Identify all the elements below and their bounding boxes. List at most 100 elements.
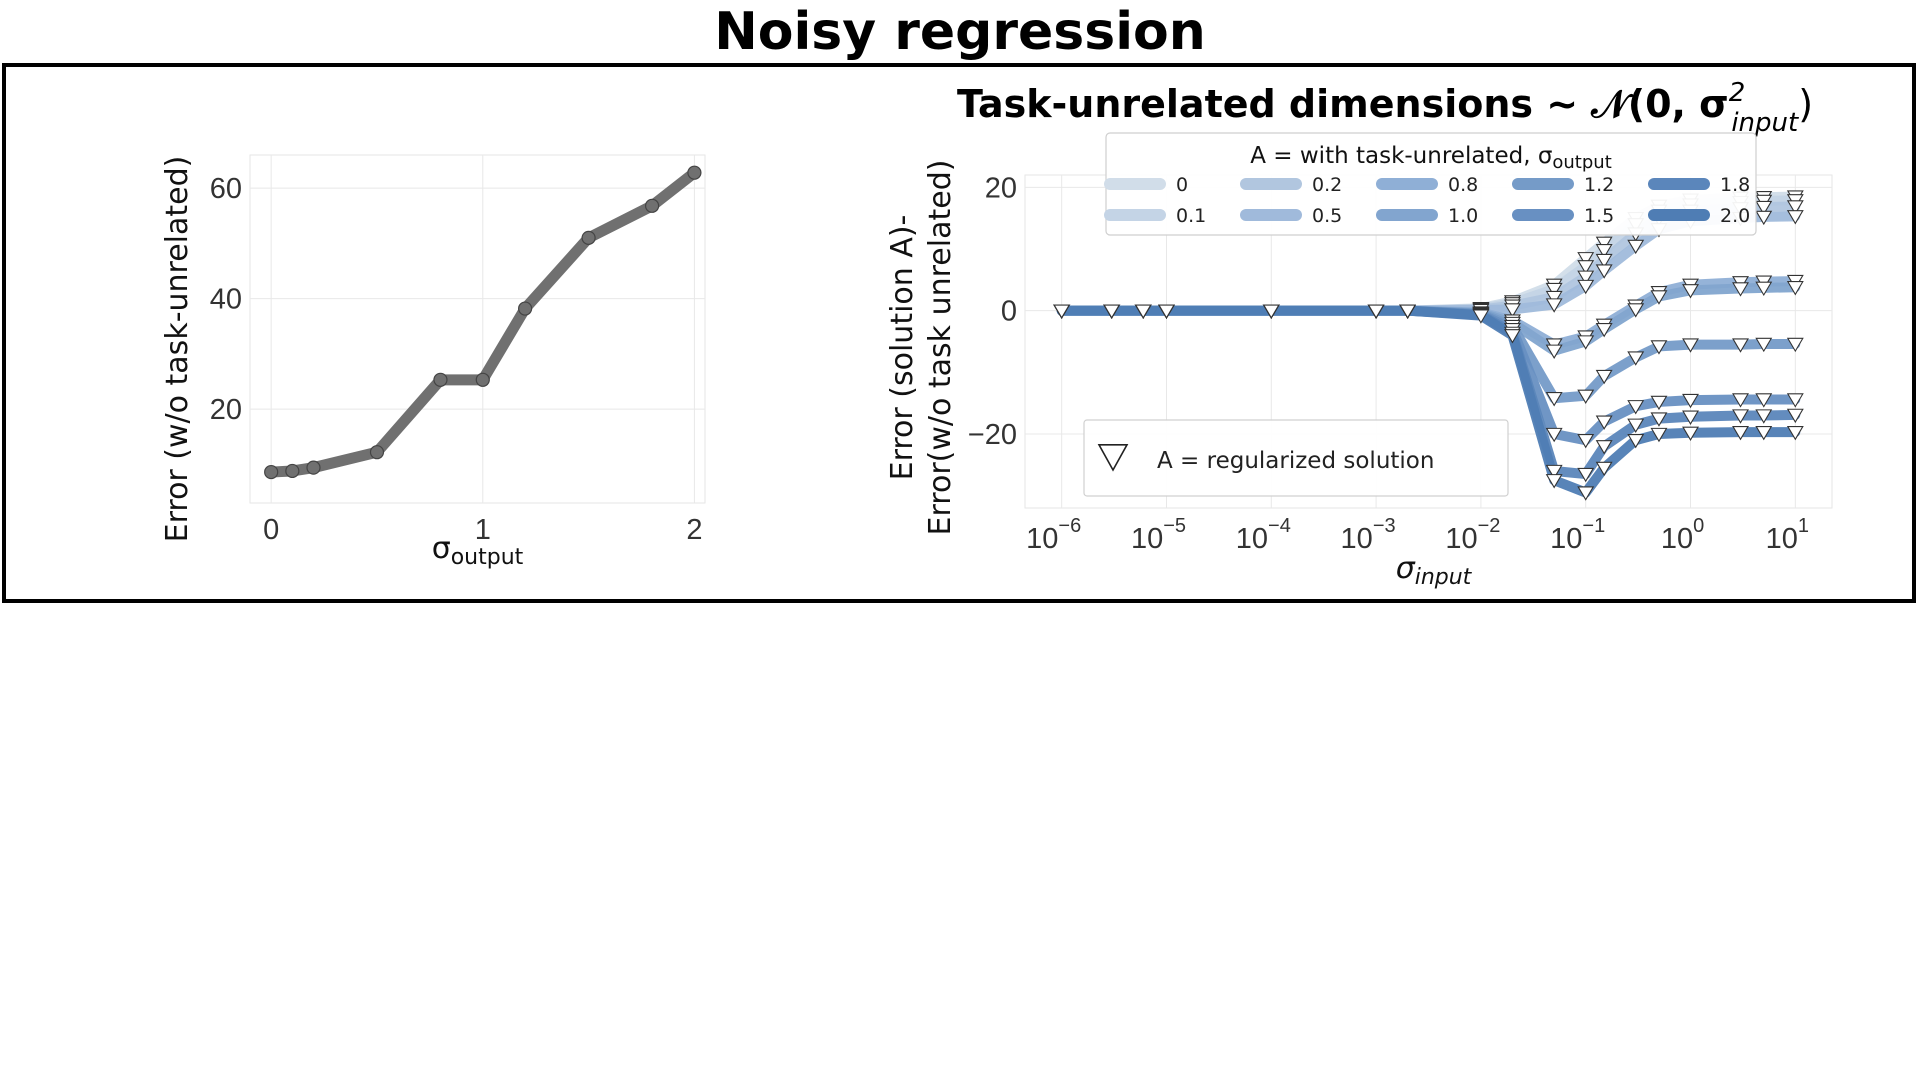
right-data-point [1732,425,1749,441]
right-chart: Task-unrelated dimensions ~ 𝒩(0, σ2 input… [885,78,1833,590]
marker-legend: A = regularized solution [1083,419,1509,497]
right-data-point [1134,304,1152,319]
right-data-point [1577,335,1595,350]
right-data-point [1786,393,1804,408]
left-data-point [581,230,596,245]
right-x-tick-label: 10−1 [1550,515,1605,555]
right-data-point [1682,393,1699,409]
right-data-point [1577,270,1595,285]
left-plot-area [249,154,706,504]
right-data-point [1650,290,1668,305]
right-data-point [1053,304,1071,319]
right-data-point [1577,389,1595,404]
series-legend-title: A = with task-unrelated, σoutput [1250,143,1612,173]
left-data-point [285,463,300,479]
marker-legend-box [1083,419,1509,497]
right-data-point [1786,200,1804,215]
right-data-point [1627,400,1645,415]
left-x-ticks: 0 1 2 [263,514,702,546]
left-y-axis-label: Error (w/o task-unrelated) [160,156,195,543]
right-x-tick-label: 10−6 [1026,515,1081,555]
right-data-point [1545,298,1563,313]
left-data-point [306,460,321,475]
right-data-point [1595,264,1613,279]
right-data-point [1545,427,1563,443]
right-data-point [1732,282,1749,297]
right-data-point [1755,200,1773,216]
right-y-ticks: −20 0 20 [968,172,1017,451]
right-x-tick-label: 10−5 [1131,515,1186,555]
right-data-point [1627,303,1645,318]
legend-label-0.1: 0.1 [1176,205,1206,227]
right-data-point [1755,425,1773,441]
legend-label-0.5: 0.5 [1312,205,1342,227]
left-y-tick-label: 40 [210,284,242,316]
right-data-point [1595,236,1613,252]
right-chart-title: Task-unrelated dimensions ~ 𝒩(0, σ2 input… [957,78,1813,138]
right-data-point [1627,351,1645,366]
right-x-tick-label: 10−2 [1445,515,1500,555]
marker-legend-label: A = regularized solution [1157,448,1434,474]
right-x-axis-label: σinput [1396,551,1473,590]
left-data-point [644,198,660,213]
right-data-point [1732,409,1749,424]
right-data-point [1595,253,1613,269]
right-data-point [1577,252,1595,267]
right-data-point [1755,393,1773,408]
right-data-point [1158,304,1175,319]
right-data-point [1755,210,1773,226]
right-data-point [1650,427,1668,443]
left-y-tick-label: 60 [210,173,242,205]
right-data-point [1732,338,1749,353]
left-y-tick-label: 20 [210,394,242,426]
right-data-point [1786,281,1804,296]
right-data-point [1650,340,1668,355]
right-data-point [1545,392,1563,407]
legend-label-1.5: 1.5 [1584,205,1614,227]
right-data-point [1545,282,1563,298]
right-data-point [1577,433,1595,449]
right-data-point [1627,239,1645,255]
left-data-point [687,165,702,180]
right-data-point [1595,369,1613,385]
legend-label-1.2: 1.2 [1584,174,1614,196]
right-data-point [1755,337,1773,353]
right-data-point [1595,322,1613,338]
right-data-point [1786,425,1804,441]
legend-label-0: 0 [1176,174,1188,196]
right-data-point [1627,433,1645,449]
right-data-point [1545,464,1563,480]
right-data-point [1755,281,1773,297]
legend-label-1.0: 1.0 [1448,205,1478,227]
series-legend: A = with task-unrelated, σoutput 0 0.1 0.2… [1104,132,1757,236]
right-data-point [1682,284,1699,299]
right-data-point [1650,412,1668,427]
left-series [264,165,702,480]
right-data-point [1545,474,1563,489]
right-x-tick-label: 100 [1661,515,1704,555]
left-data-point [518,301,533,316]
figure-title: Noisy regression [714,2,1206,62]
right-data-point [1786,337,1804,353]
left-x-tick-label: 0 [263,514,279,546]
left-chart: 0 1 2 20 40 60 σoutput Error (w/o task-unrel… [160,154,706,570]
right-data-point [1545,290,1563,306]
right-data-point [1786,408,1804,424]
left-gridlines [250,155,705,503]
legend-label-2.0: 2.0 [1720,205,1750,227]
right-y-axis-label-line1: Error (solution A)- [885,215,920,481]
right-data-point [1650,395,1668,411]
right-data-point [1399,304,1417,319]
legend-label-0.2: 0.2 [1312,174,1342,196]
right-y-axis-label-line2: Error(w/o task unrelated) [923,160,958,536]
left-y-ticks: 20 40 60 [210,173,242,426]
right-data-point [1577,260,1595,275]
right-y-tick-label: 20 [985,172,1017,204]
left-data-point [433,372,448,387]
right-data-point [1627,418,1645,433]
legend-label-0.8: 0.8 [1448,174,1478,196]
right-data-point [1595,440,1613,455]
left-x-tick-label: 2 [686,514,702,546]
right-data-point [1786,210,1804,225]
